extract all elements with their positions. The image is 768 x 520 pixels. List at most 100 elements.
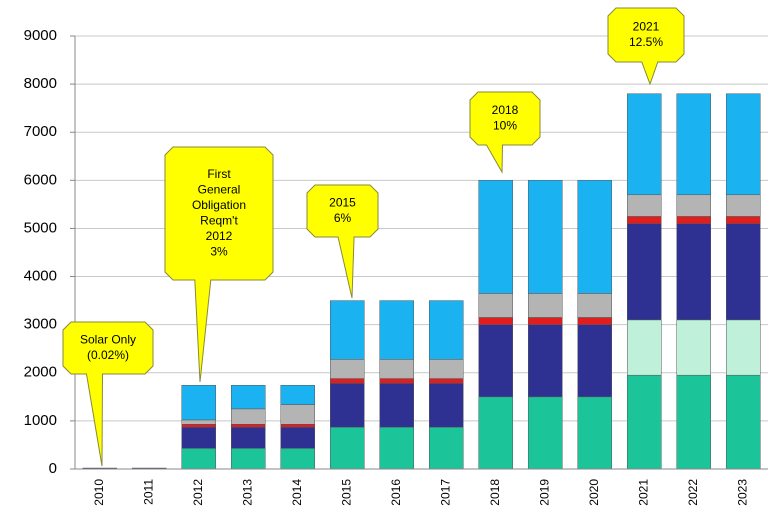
- y-tick-label: 1000: [24, 412, 57, 429]
- bar-segment: [676, 319, 711, 376]
- callout-text: (0.02%): [87, 348, 129, 362]
- callout-shape: [306, 184, 379, 299]
- bar-segment: [478, 396, 513, 470]
- bar-segment: [379, 383, 414, 428]
- x-tick-label: 2012: [191, 479, 205, 506]
- bar-segment: [280, 448, 315, 470]
- x-tick-label: 2013: [240, 479, 254, 506]
- callout: 2021 12.5%: [607, 7, 685, 86]
- bar-segment: [429, 383, 464, 428]
- bar-segment: [577, 324, 612, 398]
- bar-segment: [429, 378, 464, 384]
- bar-segment: [528, 396, 563, 470]
- bar-segment: [726, 194, 761, 217]
- callout-text: 3%: [210, 244, 228, 258]
- bar-segment: [577, 293, 612, 318]
- callout-text: Solar Only: [80, 332, 136, 346]
- bar-segment: [478, 180, 513, 294]
- y-tick-label: 7000: [24, 123, 57, 140]
- x-tick-label: 2017: [438, 479, 452, 506]
- y-tick-label: 2000: [24, 364, 57, 381]
- x-tick-label: 2018: [488, 479, 502, 506]
- bar-segment: [280, 424, 315, 428]
- bar-segment: [280, 404, 315, 425]
- bar-segment: [627, 374, 662, 470]
- x-tick-label: 2020: [587, 479, 601, 506]
- bar-segment: [478, 324, 513, 398]
- bar-segment: [330, 426, 365, 470]
- bar-segment: [231, 426, 266, 449]
- callout-text: 6%: [334, 211, 352, 225]
- callout: Solar Only (0.02%): [62, 321, 154, 467]
- bar-segment: [676, 223, 711, 321]
- bar-segment: [627, 194, 662, 217]
- bar-segment: [478, 293, 513, 318]
- callout-shape: [62, 321, 154, 467]
- bar-segment: [577, 396, 612, 470]
- callout-text: General: [198, 182, 241, 196]
- bar-segment: [577, 180, 612, 294]
- bar-segment: [676, 374, 711, 470]
- x-tick-label: 2022: [686, 479, 700, 506]
- bar-segment: [231, 385, 266, 410]
- bar-segment: [181, 419, 216, 425]
- bar-segment: [231, 448, 266, 470]
- bar-segment: [330, 300, 365, 360]
- callout-shape: [164, 146, 274, 383]
- x-tick-label: 2015: [339, 479, 353, 506]
- bar-segment: [379, 300, 414, 360]
- bar-segment: [478, 317, 513, 325]
- callout-text: 10%: [493, 118, 517, 132]
- y-tick-label: 8000: [24, 75, 57, 92]
- x-tick-label: 2023: [735, 479, 749, 506]
- bar-segment: [181, 385, 216, 421]
- callout-text: First: [207, 167, 231, 181]
- bar-segment: [429, 426, 464, 470]
- y-tick-label: 5000: [24, 219, 57, 236]
- x-tick-label: 2019: [537, 479, 551, 506]
- bar-segment: [379, 426, 414, 470]
- callout-text: Obligation: [192, 198, 246, 212]
- bar-segment: [627, 216, 662, 224]
- x-tick-label: 2021: [636, 479, 650, 506]
- bar-segment: [528, 180, 563, 294]
- bar-segment: [330, 359, 365, 379]
- callout-text: 2018: [492, 103, 519, 117]
- bar-segment: [330, 383, 365, 428]
- y-tick-label: 0: [49, 460, 57, 477]
- bar-segment: [627, 93, 662, 196]
- bar-segment: [676, 93, 711, 196]
- callout-shape: [607, 7, 685, 86]
- bar-segment: [429, 300, 464, 360]
- y-tick-label: 4000: [24, 268, 57, 285]
- bar-segment: [379, 378, 414, 384]
- bar-segment: [330, 378, 365, 384]
- bar-segment: [577, 317, 612, 325]
- callout-text: Reqm't: [200, 213, 238, 227]
- bar-segment: [181, 426, 216, 449]
- callout-shape: [469, 91, 541, 174]
- bar-segment: [726, 374, 761, 470]
- bar-segment: [627, 223, 662, 321]
- y-tick-label: 9000: [24, 27, 57, 44]
- bar-segment: [726, 223, 761, 321]
- bar-segment: [528, 317, 563, 325]
- bar-segment: [181, 448, 216, 470]
- callout-text: 2021: [633, 19, 660, 33]
- bar-segment: [676, 194, 711, 217]
- bar-segment: [429, 359, 464, 379]
- callout-text: 12.5%: [629, 35, 663, 49]
- bar-segment: [181, 424, 216, 428]
- bar-segment: [280, 385, 315, 405]
- bar-segment: [379, 359, 414, 379]
- x-tick-label: 2010: [92, 479, 106, 506]
- bar-segment: [726, 216, 761, 224]
- x-tick-label: 2011: [141, 479, 155, 505]
- bar-segment: [726, 93, 761, 196]
- y-tick-label: 6000: [24, 171, 57, 188]
- callout-text: 2015: [329, 195, 356, 209]
- bar-segment: [676, 216, 711, 224]
